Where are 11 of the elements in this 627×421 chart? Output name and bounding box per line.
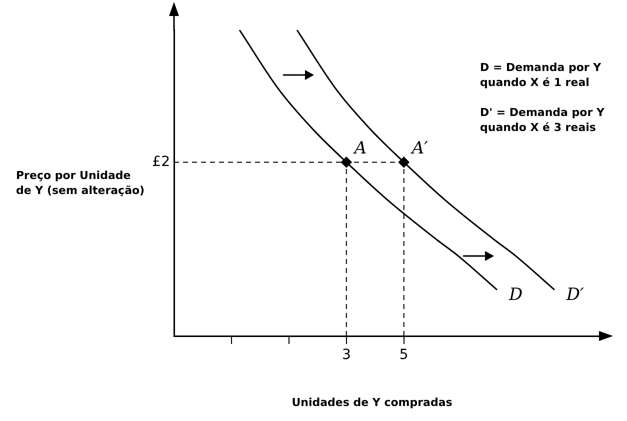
annotation: D = Demanda por Y quando X é 1 real bbox=[480, 60, 602, 90]
series-label: A′ bbox=[410, 138, 428, 159]
x-axis-title: Unidades de Y compradas bbox=[290, 395, 454, 410]
series-label: D bbox=[508, 285, 523, 306]
annotation: D' = Demanda por Y quando X é 3 reais bbox=[480, 105, 604, 135]
text: £2 bbox=[152, 154, 170, 170]
x-tick-label: 5 bbox=[399, 347, 408, 364]
x-tick-label: 3 bbox=[342, 347, 351, 364]
y-axis-title: Preço por Unidade de Y (sem alteração) bbox=[16, 168, 145, 198]
series-label: D′ bbox=[565, 285, 584, 306]
series-label: A bbox=[352, 138, 367, 159]
